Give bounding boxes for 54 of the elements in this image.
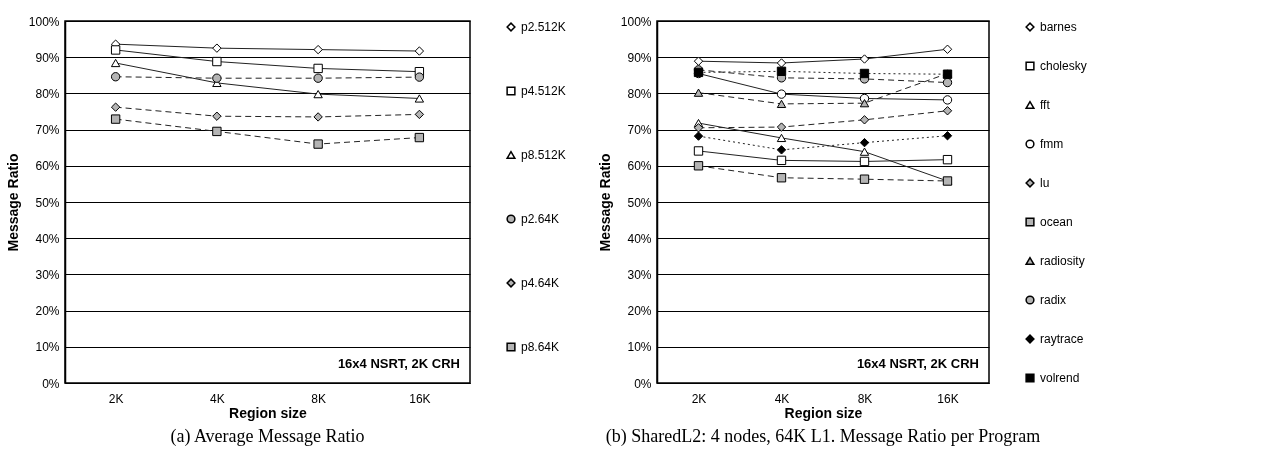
legend-label: p2.64K — [521, 212, 560, 226]
x-tick-label: 2K — [108, 391, 124, 406]
legend-label: fmm — [1040, 137, 1064, 151]
x-tick-label: 2K — [691, 391, 707, 406]
x-tick-label: 8K — [857, 391, 873, 406]
x-tick-label: 16K — [937, 391, 959, 406]
y-tick-label: 80% — [627, 86, 652, 101]
y-tick-label: 50% — [627, 195, 652, 210]
legend-label: lu — [1040, 176, 1050, 190]
y-tick-label: 60% — [35, 159, 60, 174]
y-tick-label: 40% — [627, 231, 652, 246]
annotation: 16x4 NSRT, 2K CRH — [856, 356, 979, 371]
y-tick-label: 100% — [620, 14, 652, 29]
y-tick-label: 0% — [634, 376, 652, 391]
legend-label: raytrace — [1040, 332, 1084, 346]
text: (a) Average Message Ratio — [170, 426, 365, 447]
y-tick-label: 70% — [35, 123, 60, 138]
y-tick-label: 80% — [35, 86, 60, 101]
legend-label: p8.64K — [521, 340, 560, 354]
text: (b) SharedL2: 4 nodes, 64K L1. Message Ratio per Program — [605, 426, 1041, 447]
y-axis-title: Message Ratio — [596, 153, 613, 252]
y-tick-label: 50% — [35, 195, 60, 210]
x-tick-label: 4K — [774, 391, 790, 406]
legend-label: cholesky — [1040, 59, 1087, 73]
y-tick-label: 20% — [627, 304, 652, 319]
y-tick-label: 30% — [627, 267, 652, 282]
annotation: 16x4 NSRT, 2K CRH — [337, 356, 460, 371]
legend-label: p4.512K — [521, 84, 566, 98]
legend-label: radix — [1040, 293, 1067, 307]
legend-label: p4.64K — [521, 276, 560, 290]
y-axis-title: Message Ratio — [4, 153, 21, 252]
x-tick-label: 16K — [409, 391, 431, 406]
x-axis-title: Region size — [784, 404, 863, 421]
y-tick-label: 40% — [35, 231, 60, 246]
y-tick-label: 100% — [28, 14, 60, 29]
legend-label: barnes — [1040, 20, 1077, 34]
legend-label: radiosity — [1040, 254, 1085, 268]
x-tick-label: 4K — [210, 391, 225, 406]
y-tick-label: 30% — [35, 267, 60, 282]
y-tick-label: 90% — [35, 50, 60, 65]
legend-label: fft — [1040, 98, 1051, 112]
y-tick-label: 60% — [627, 159, 652, 174]
x-axis-title: Region size — [229, 404, 308, 421]
x-tick-label: 8K — [311, 391, 326, 406]
y-tick-label: 20% — [35, 304, 60, 319]
legend-label: volrend — [1040, 371, 1080, 385]
y-tick-label: 70% — [627, 123, 652, 138]
legend-label: p8.512K — [521, 148, 566, 162]
y-tick-label: 0% — [42, 376, 60, 391]
y-tick-label: 90% — [627, 50, 652, 65]
legend-label: p2.512K — [521, 20, 566, 34]
y-tick-label: 10% — [627, 340, 652, 355]
legend-label: ocean — [1040, 215, 1073, 229]
y-tick-label: 10% — [35, 340, 60, 355]
